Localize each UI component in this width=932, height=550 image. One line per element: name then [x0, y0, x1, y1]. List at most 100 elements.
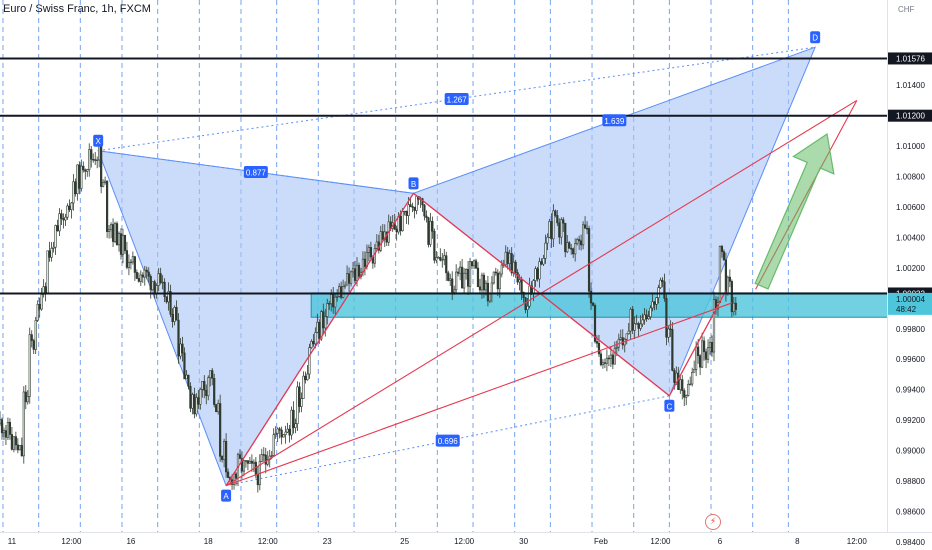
candle-body — [213, 378, 216, 405]
candle-body — [562, 219, 565, 224]
candle-body — [282, 434, 285, 438]
x-tick-label: 30 — [519, 537, 528, 546]
channel-lower-line — [225, 302, 733, 487]
ratio-label: 0.696 — [435, 434, 460, 447]
level-price-tag-bg — [888, 52, 932, 65]
candle — [633, 316, 636, 340]
candle-body — [520, 279, 523, 293]
candle-body — [564, 222, 567, 253]
candle — [163, 278, 166, 303]
candle-body — [308, 347, 311, 375]
current-price-countdown: 48:42 — [896, 305, 917, 314]
candle-body — [139, 274, 142, 282]
candle — [576, 237, 579, 246]
candle-body — [697, 346, 700, 356]
lightning-icon[interactable]: ⚡ — [705, 514, 721, 530]
candle-body — [405, 210, 408, 216]
candle — [286, 422, 289, 434]
candle-body — [580, 240, 583, 246]
candle — [379, 225, 382, 253]
candle — [316, 313, 319, 334]
pattern-point-badge — [408, 177, 419, 190]
candle — [433, 228, 436, 264]
candle — [306, 364, 309, 381]
candle — [369, 241, 372, 260]
candle-body — [576, 239, 579, 244]
candle — [637, 321, 640, 338]
candle-body — [324, 316, 327, 329]
candle-body — [526, 305, 529, 310]
candle-body — [700, 340, 704, 368]
candle-body — [629, 308, 632, 332]
candle-body — [510, 253, 513, 274]
candle-body — [58, 213, 61, 232]
candle — [159, 267, 162, 285]
candle-body — [115, 223, 119, 246]
candle-body — [383, 231, 386, 240]
candle — [552, 204, 555, 248]
pattern-point-badge — [810, 31, 821, 44]
candle-body — [310, 341, 313, 348]
candle — [104, 176, 107, 185]
candle-body — [298, 386, 301, 407]
candle-body — [113, 223, 117, 242]
candle — [107, 224, 111, 239]
plot-area — [0, 0, 887, 532]
candle-body — [52, 246, 55, 249]
candle-body — [288, 428, 291, 436]
candle — [568, 240, 571, 249]
candle-body — [316, 321, 319, 333]
candle-body — [423, 204, 426, 217]
candle-body — [24, 391, 27, 403]
candle — [340, 281, 343, 300]
candle-body — [64, 216, 67, 221]
candle-body — [300, 398, 303, 407]
ratio-badge — [435, 434, 460, 447]
candle-body — [221, 455, 224, 460]
candle — [589, 282, 593, 310]
candle-body — [349, 271, 353, 284]
candle — [546, 233, 549, 251]
candle — [478, 278, 482, 295]
candle-body — [159, 273, 162, 283]
candle-body — [336, 296, 339, 298]
candle — [700, 332, 704, 369]
candle-body — [591, 302, 595, 306]
level-price-tag-bg — [888, 109, 932, 122]
candle — [367, 244, 371, 262]
candle-body — [619, 337, 622, 340]
candle — [0, 411, 2, 426]
candle — [671, 322, 674, 372]
candle-body — [568, 242, 571, 249]
candle-body — [318, 321, 321, 340]
candle — [603, 358, 607, 369]
x-tick-label: 12:00 — [454, 537, 475, 546]
candle-body — [240, 458, 244, 472]
candle — [207, 375, 210, 401]
candle — [663, 273, 666, 302]
candle-body — [643, 314, 646, 321]
candle — [342, 279, 345, 299]
candle — [451, 271, 454, 301]
candle-body — [244, 460, 248, 462]
green-up-arrow — [754, 132, 835, 290]
candle-body — [536, 268, 539, 280]
candle — [135, 269, 138, 280]
x-tick-label: 25 — [400, 537, 409, 546]
candle-body — [578, 239, 581, 242]
candle-body — [730, 281, 733, 313]
candle-body — [712, 299, 716, 353]
candle-body — [181, 343, 184, 354]
candle-body — [587, 228, 591, 292]
candle — [300, 392, 303, 413]
candle-body — [552, 210, 555, 240]
candle-body — [38, 303, 41, 310]
candle — [435, 250, 438, 264]
candle-body — [480, 274, 484, 291]
candle — [570, 243, 573, 255]
candle-body — [312, 341, 315, 345]
candle-body — [125, 250, 129, 268]
candle — [574, 238, 577, 262]
candle-body — [486, 282, 490, 302]
